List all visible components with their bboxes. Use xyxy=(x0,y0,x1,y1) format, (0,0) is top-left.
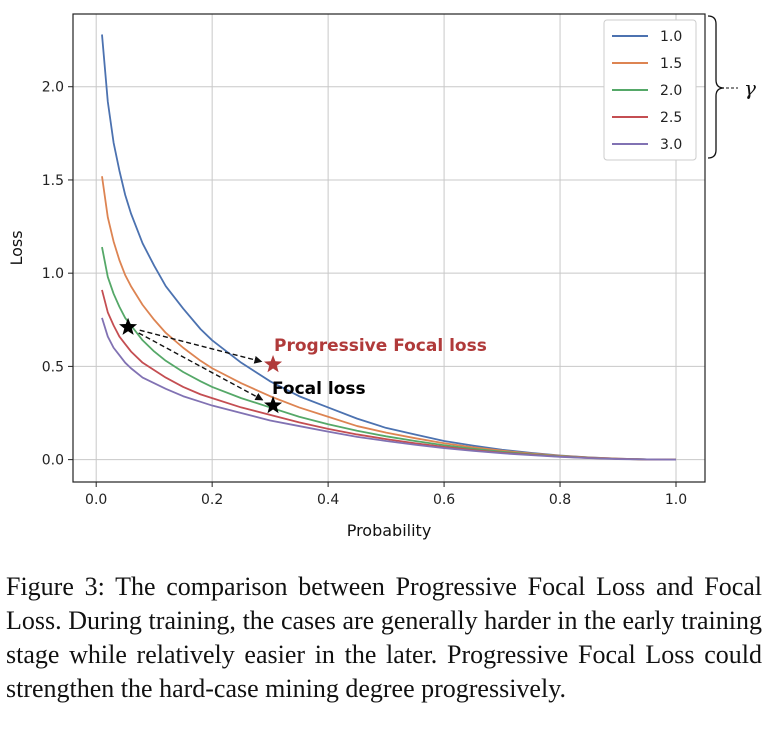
y-tick-label: 1.5 xyxy=(42,173,64,189)
x-tick-label: 0.6 xyxy=(433,492,455,508)
y-axis: 0.0 0.5 1.0 1.5 2.0 xyxy=(42,80,73,469)
star-marker-progressive-focal xyxy=(264,355,283,373)
legend-label: 3.0 xyxy=(660,137,682,153)
y-tick-label: 1.0 xyxy=(42,266,64,282)
legend-label: 1.5 xyxy=(660,56,682,72)
x-tick-label: 0.0 xyxy=(85,492,107,508)
gamma-label: γ xyxy=(744,76,756,100)
x-axis: 0.0 0.2 0.4 0.6 0.8 1.0 xyxy=(85,482,687,508)
brace-icon xyxy=(707,15,725,159)
series-line-1 xyxy=(101,34,677,461)
y-axis-label: Loss xyxy=(7,230,26,265)
annotation-focal: Focal loss xyxy=(272,379,366,399)
star-markers xyxy=(119,317,283,414)
series-line-2 xyxy=(101,176,677,461)
x-tick-label: 0.4 xyxy=(317,492,339,508)
x-tick-label: 1.0 xyxy=(665,492,687,508)
gamma-brace: γ xyxy=(707,15,756,159)
series-line-5 xyxy=(101,317,677,461)
x-tick-label: 0.8 xyxy=(549,492,571,508)
figure-caption: Figure 3: The comparison between Progres… xyxy=(6,572,762,703)
legend: 1.0 1.5 2.0 2.5 3.0 xyxy=(603,19,697,161)
annotation-arrow xyxy=(139,329,263,364)
y-tick-label: 2.0 xyxy=(42,80,64,96)
legend-box xyxy=(603,19,697,161)
annotation-arrows xyxy=(138,329,264,401)
plot-frame xyxy=(72,13,706,483)
annotation-progressive-focal: Progressive Focal loss xyxy=(274,336,487,356)
loss-chart: 0.0 0.2 0.4 0.6 0.8 1.0 0.0 0.5 1.0 1.5 2.0 Proba… xyxy=(7,13,756,540)
legend-label: 2.0 xyxy=(660,83,682,99)
x-tick-label: 0.2 xyxy=(201,492,223,508)
x-axis-label: Probability xyxy=(347,521,432,540)
y-tick-label: 0.5 xyxy=(42,359,64,375)
star-marker-focal xyxy=(264,396,283,414)
y-tick-label: 0.0 xyxy=(42,453,64,469)
legend-label: 2.5 xyxy=(660,110,682,126)
series-lines xyxy=(101,34,677,461)
legend-label: 1.0 xyxy=(660,29,682,45)
star-marker-start xyxy=(119,317,138,335)
